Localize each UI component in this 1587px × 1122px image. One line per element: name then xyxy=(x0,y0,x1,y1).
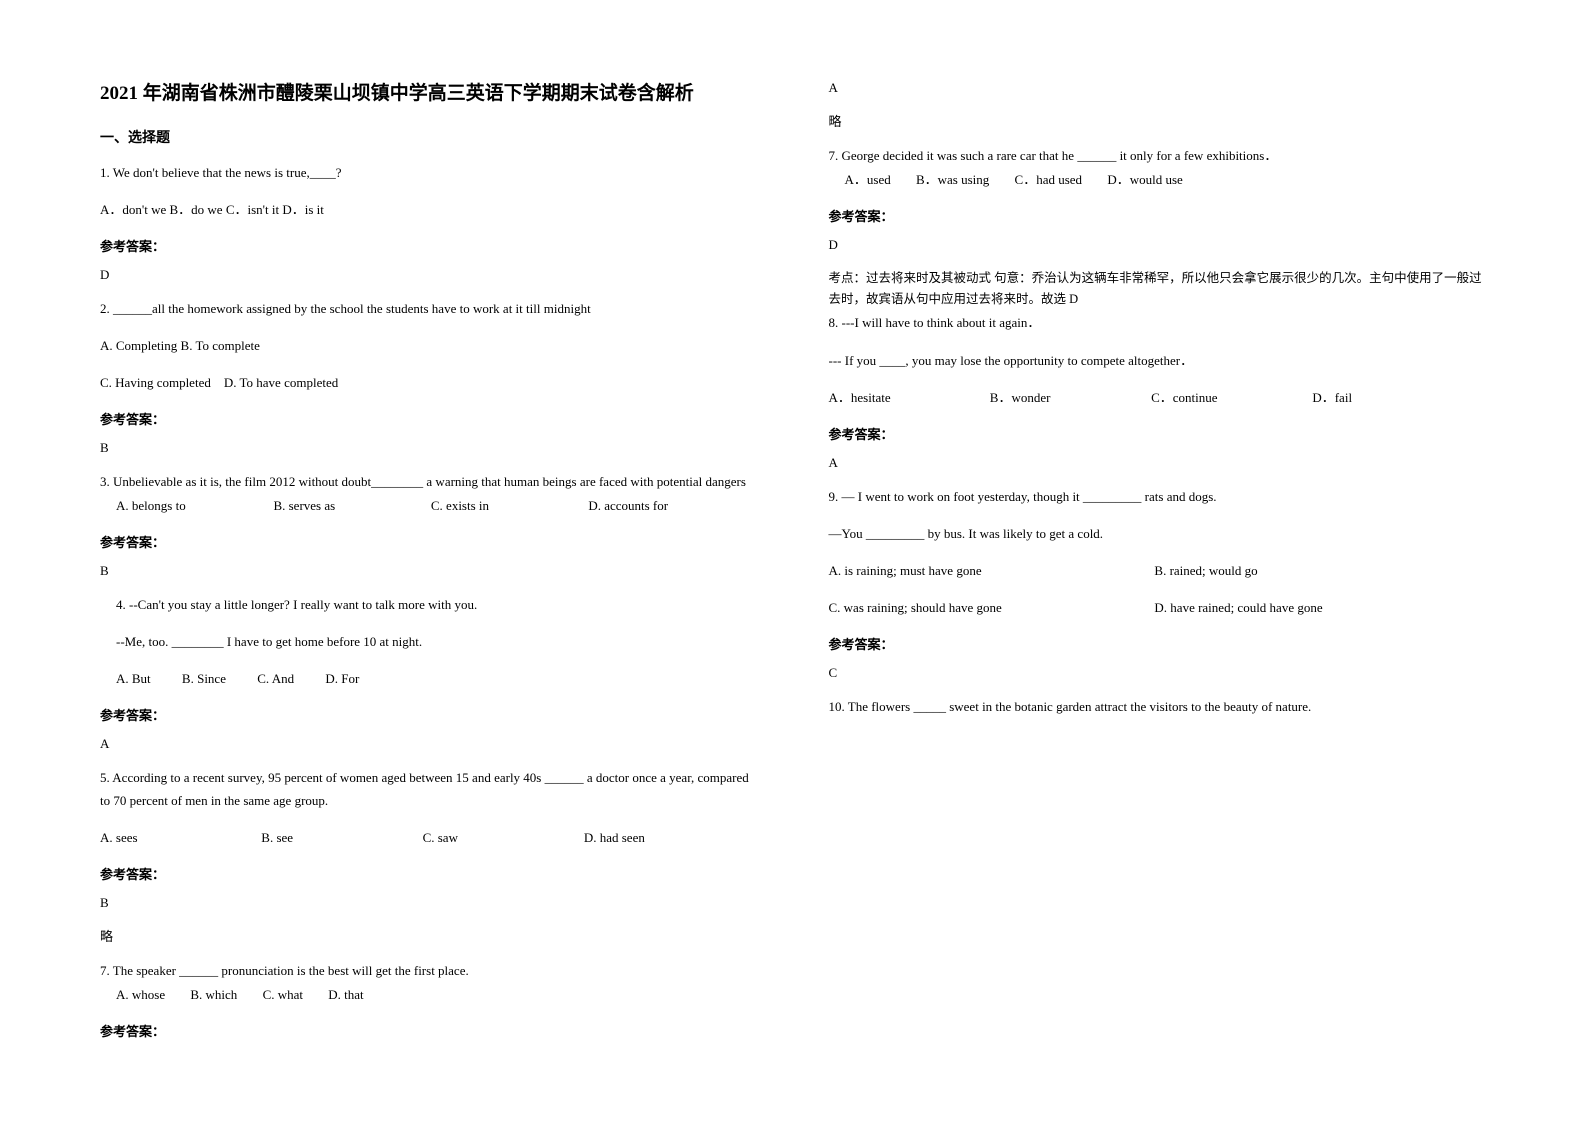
q2-opts-row2: C. Having completed D. To have completed xyxy=(100,372,759,394)
q9-opts-row2: C. was raining; should have gone D. have… xyxy=(829,597,1488,619)
q4-line2-wrap: --Me, too. ________ I have to get home b… xyxy=(100,631,759,653)
answer-label: 参考答案： xyxy=(100,409,759,428)
q2-optB: B. To complete xyxy=(181,338,260,353)
q7-optA: A．used xyxy=(845,169,891,191)
q6-options: A. whose B. which C. what D. that xyxy=(100,984,759,1006)
q3-optB: B. serves as xyxy=(273,495,427,517)
q4-optA: A. But xyxy=(116,671,151,686)
q2-optC: C. Having completed xyxy=(100,375,211,390)
answer-label: 参考答案： xyxy=(829,424,1488,443)
answer-label: 参考答案： xyxy=(829,206,1488,225)
answer-label: 参考答案： xyxy=(100,705,759,724)
q5-text: 5. According to a recent survey, 95 perc… xyxy=(100,767,759,811)
q10-text: 10. The flowers _____ sweet in the botan… xyxy=(829,696,1488,718)
q4-line2: --Me, too. ________ I have to get home b… xyxy=(116,631,759,653)
q2-optA: A. Completing xyxy=(100,338,177,353)
q5-answer: B xyxy=(100,895,759,911)
q1-text: 1. We don't believe that the news is tru… xyxy=(100,162,759,184)
q8-line2-wrap: --- If you ____, you may lose the opport… xyxy=(829,350,1488,372)
q7-explain: 考点：过去将来时及其被动式 句意：乔治认为这辆车非常稀罕，所以他只会拿它展示很少… xyxy=(829,268,1488,309)
q9-optA: A. is raining; must have gone xyxy=(829,560,1152,582)
q2-opts-row1: A. Completing B. To complete xyxy=(100,335,759,357)
q2-text: 2. ______all the homework assigned by th… xyxy=(100,298,759,320)
q8-line2: --- If you ____, you may lose the opport… xyxy=(829,350,1488,372)
q9-optD: D. have rained; could have gone xyxy=(1154,597,1477,619)
q5-optC: C. saw xyxy=(423,827,581,849)
q8-optA: A．hesitate xyxy=(829,387,987,409)
question-9: 9. — I went to work on foot yesterday, t… xyxy=(829,486,1488,508)
question-5: 5. According to a recent survey, 95 perc… xyxy=(100,767,759,811)
section-header: 一、选择题 xyxy=(100,127,759,147)
q8-options: A．hesitate B．wonder C．continue D．fail xyxy=(829,387,1488,409)
q8-optD: D．fail xyxy=(1312,387,1470,409)
q6-optA: A. whose xyxy=(116,984,165,1006)
q6-optC: C. what xyxy=(263,984,303,1006)
q8-optB: B．wonder xyxy=(990,387,1148,409)
q9-line1: 9. — I went to work on foot yesterday, t… xyxy=(829,486,1488,508)
q3-text: 3. Unbelievable as it is, the film 2012 … xyxy=(100,471,759,493)
q8-optC: C．continue xyxy=(1151,387,1309,409)
q3-answer: B xyxy=(100,563,759,579)
q1-answer: D xyxy=(100,267,759,283)
q5-options: A. sees B. see C. saw D. had seen xyxy=(100,827,759,849)
question-10: 10. The flowers _____ sweet in the botan… xyxy=(829,696,1488,718)
answer-label: 参考答案： xyxy=(829,634,1488,653)
q5-optD: D. had seen xyxy=(584,827,742,849)
question-8: 8. ---I will have to think about it agai… xyxy=(829,312,1488,334)
q4-optD: D. For xyxy=(325,671,359,686)
q9-line2: —You _________ by bus. It was likely to … xyxy=(829,523,1488,545)
q3-optA: A. belongs to xyxy=(116,495,270,517)
question-7: 7. George decided it was such a rare car… xyxy=(829,145,1488,191)
q9-optC: C. was raining; should have gone xyxy=(829,597,1152,619)
q9-answer: C xyxy=(829,665,1488,681)
q4-line1: 4. --Can't you stay a little longer? I r… xyxy=(116,594,759,616)
q4-options: A. But B. Since C. And D. For xyxy=(100,668,759,690)
q4-optC: C. And xyxy=(257,671,294,686)
q5-optB: B. see xyxy=(261,827,419,849)
q3-optC: C. exists in xyxy=(431,495,585,517)
q7-optB: B．was using xyxy=(916,169,989,191)
q6-optB: B. which xyxy=(190,984,237,1006)
omitted-text: 略 xyxy=(100,926,759,945)
q8-answer: A xyxy=(829,455,1488,471)
question-6: 7. The speaker ______ pronunciation is t… xyxy=(100,960,759,1006)
q5-optA: A. sees xyxy=(100,827,258,849)
question-1: 1. We don't believe that the news is tru… xyxy=(100,162,759,184)
q6-text: 7. The speaker ______ pronunciation is t… xyxy=(100,960,759,982)
q2-answer: B xyxy=(100,440,759,456)
q4-answer: A xyxy=(100,736,759,752)
q2-optD: D. To have completed xyxy=(224,375,338,390)
page-content: 2021 年湖南省株洲市醴陵栗山坝镇中学高三英语下学期期末试卷含解析 一、选择题… xyxy=(100,80,1487,1060)
answer-label: 参考答案： xyxy=(100,236,759,255)
q7-optD: D．would use xyxy=(1107,169,1182,191)
answer-label: 参考答案： xyxy=(100,1021,759,1040)
q6-answer: A xyxy=(829,80,1488,96)
q9-line2-wrap: —You _________ by bus. It was likely to … xyxy=(829,523,1488,545)
question-2: 2. ______all the homework assigned by th… xyxy=(100,298,759,320)
question-3: 3. Unbelievable as it is, the film 2012 … xyxy=(100,471,759,517)
q7-answer: D xyxy=(829,237,1488,253)
q4-optB: B. Since xyxy=(182,671,226,686)
answer-label: 参考答案： xyxy=(100,864,759,883)
omitted-text: 略 xyxy=(829,111,1488,130)
question-4: 4. --Can't you stay a little longer? I r… xyxy=(100,594,759,616)
q7-text: 7. George decided it was such a rare car… xyxy=(829,145,1488,167)
q6-optD: D. that xyxy=(328,984,363,1006)
q9-opts-row1: A. is raining; must have gone B. rained;… xyxy=(829,560,1488,582)
q7-options: A．used B．was using C．had used D．would us… xyxy=(829,169,1488,191)
q1-options: A．don't we B．do we C．isn't it D．is it xyxy=(100,199,759,221)
q3-options: A. belongs to B. serves as C. exists in … xyxy=(100,495,759,517)
answer-label: 参考答案： xyxy=(100,532,759,551)
q8-line1: 8. ---I will have to think about it agai… xyxy=(829,312,1488,334)
q3-optD: D. accounts for xyxy=(588,495,742,517)
q7-optC: C．had used xyxy=(1015,169,1083,191)
exam-title: 2021 年湖南省株洲市醴陵栗山坝镇中学高三英语下学期期末试卷含解析 xyxy=(100,80,759,109)
q9-optB: B. rained; would go xyxy=(1154,560,1477,582)
